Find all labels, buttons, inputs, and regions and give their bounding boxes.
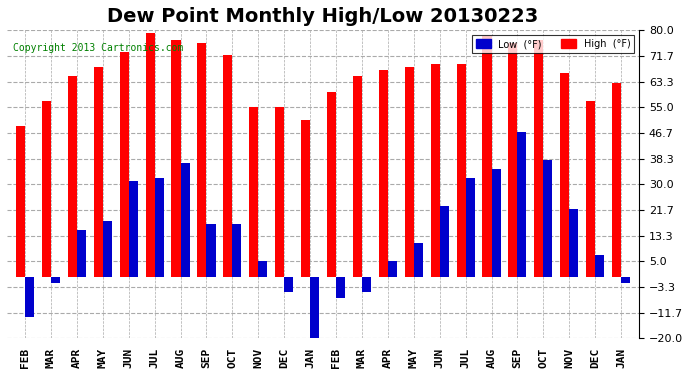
Bar: [51, 276, 60, 283]
Bar: [612, 82, 621, 276]
Bar: [77, 230, 86, 276]
Bar: [119, 52, 129, 276]
Bar: [405, 67, 414, 276]
Bar: [336, 276, 345, 298]
Bar: [42, 101, 51, 276]
Bar: [379, 70, 388, 276]
Bar: [595, 255, 604, 276]
Bar: [181, 163, 190, 276]
Bar: [146, 33, 155, 276]
Bar: [569, 209, 578, 276]
Text: Copyright 2013 Cartronics.com: Copyright 2013 Cartronics.com: [13, 43, 184, 52]
Bar: [353, 76, 362, 276]
Bar: [440, 206, 449, 276]
Bar: [509, 43, 518, 276]
Bar: [431, 64, 440, 276]
Bar: [25, 276, 34, 316]
Bar: [362, 276, 371, 292]
Bar: [466, 178, 475, 276]
Bar: [543, 159, 553, 276]
Bar: [206, 224, 215, 276]
Bar: [197, 43, 206, 276]
Bar: [301, 120, 310, 276]
Bar: [129, 181, 138, 276]
Bar: [388, 261, 397, 276]
Bar: [482, 36, 491, 276]
Bar: [94, 67, 103, 276]
Bar: [233, 224, 241, 276]
Bar: [68, 76, 77, 276]
Bar: [258, 261, 267, 276]
Bar: [103, 221, 112, 276]
Bar: [560, 74, 569, 276]
Legend: Low  (°F), High  (°F): Low (°F), High (°F): [472, 35, 634, 53]
Bar: [284, 276, 293, 292]
Bar: [414, 243, 423, 276]
Bar: [586, 101, 595, 276]
Bar: [491, 169, 500, 276]
Bar: [275, 107, 284, 276]
Title: Dew Point Monthly High/Low 20130223: Dew Point Monthly High/Low 20130223: [108, 7, 539, 26]
Bar: [224, 55, 233, 276]
Bar: [534, 39, 543, 276]
Bar: [457, 64, 466, 276]
Bar: [518, 132, 526, 276]
Bar: [621, 276, 630, 283]
Bar: [310, 276, 319, 338]
Bar: [249, 107, 258, 276]
Bar: [155, 178, 164, 276]
Bar: [16, 126, 25, 276]
Bar: [172, 39, 181, 276]
Bar: [327, 92, 336, 276]
